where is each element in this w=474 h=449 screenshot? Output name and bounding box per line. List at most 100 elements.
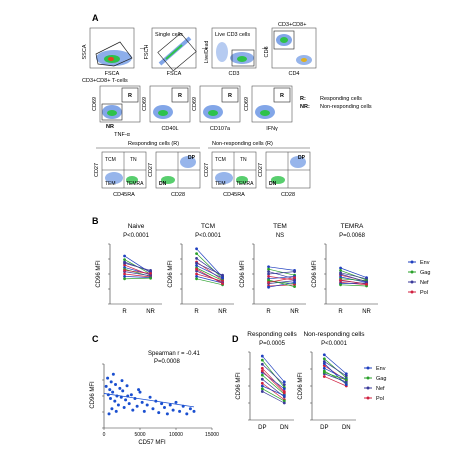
legend-env: Env — [376, 366, 386, 372]
flow-plot-frame — [151, 27, 197, 69]
scatter-point — [129, 393, 133, 397]
gate-r-label: R — [228, 93, 232, 99]
axis-y-label: CD96 MFI — [236, 372, 242, 400]
scatter-plot — [102, 363, 213, 430]
axis-x-label: CD3 — [228, 71, 239, 77]
data-point — [365, 280, 368, 284]
data-point — [322, 360, 326, 363]
data-point — [221, 273, 224, 277]
chart-title: TCM — [201, 223, 215, 230]
scatter-point — [151, 407, 155, 411]
legend-gag: Gag — [420, 270, 430, 276]
chart-title: Naive — [128, 223, 145, 230]
series-line — [124, 277, 151, 280]
flow-plot-r3-1: TCM TN TEM TEMRA CD27 CD45RA — [94, 151, 147, 198]
axis-x-label: CD45RA — [223, 192, 245, 198]
series-line — [324, 373, 347, 383]
density-core — [208, 110, 218, 116]
series-line — [196, 262, 223, 276]
data-point — [282, 394, 286, 397]
scatter-point — [122, 406, 126, 410]
data-point — [260, 354, 264, 358]
axis-y-label: CD96 MFI — [168, 260, 174, 288]
density-core — [165, 44, 183, 60]
scatter-point — [140, 400, 144, 404]
data-point — [149, 272, 152, 275]
series-line — [324, 361, 347, 377]
chart-pval: P=0.0005 — [259, 341, 286, 347]
scatter-point — [110, 407, 114, 411]
density-core — [260, 110, 270, 116]
data-point — [123, 272, 126, 276]
data-point — [260, 366, 264, 370]
arrow-1: → — [138, 42, 147, 52]
scatter-point — [160, 402, 164, 406]
quad-temra: TEMRA — [126, 181, 144, 187]
data-point — [339, 283, 342, 287]
axis-y-label: CD8 — [264, 46, 270, 57]
legend-pol-dot — [410, 290, 414, 294]
panel-letter-a: A — [92, 13, 99, 23]
scatter-point — [109, 380, 113, 384]
data-point — [267, 270, 270, 273]
series-line — [262, 382, 285, 400]
axis-y-label: CD69 — [244, 97, 250, 111]
chart-pval: NS — [276, 233, 284, 239]
flow-plot-r2-4: R CD69 IFNγ — [244, 85, 293, 132]
density-core-cd4 — [301, 58, 307, 62]
series-line — [340, 273, 367, 283]
scatter-point — [107, 412, 111, 416]
scatter-point — [148, 395, 152, 399]
spearman-pval: P=0.0008 — [154, 359, 181, 365]
row2-group-label: CD3+CD8+ T-cells — [82, 78, 128, 84]
panel-c-scatter: Spearman r = -0.41 P=0.0008 CD96 MFI CD5… — [90, 351, 219, 446]
scatter-point — [131, 408, 135, 412]
data-point — [293, 270, 296, 273]
data-point — [221, 282, 224, 285]
scatter-point — [135, 404, 139, 408]
series-line — [262, 363, 285, 385]
legend-nef: Nef — [376, 386, 385, 392]
axis-y-label: FSCH — [144, 44, 150, 59]
trend-line — [103, 393, 195, 408]
density-core — [107, 110, 117, 116]
arrow-3: → — [260, 42, 269, 52]
data-point — [344, 372, 348, 376]
scatter-point — [162, 406, 166, 410]
data-point — [322, 362, 326, 365]
scatter-point — [114, 409, 118, 413]
series-line — [268, 268, 295, 276]
paired-chart: Naive P<0.0001 CD96 MFI R NR — [96, 223, 162, 315]
series-line — [324, 363, 347, 385]
quad-temra: TEMRA — [236, 181, 254, 187]
scatter-point — [104, 384, 108, 388]
row2-legend: R: Responding cells NR: Non-responding c… — [300, 96, 372, 110]
scatter-point — [137, 388, 141, 392]
scatter-point — [125, 384, 129, 388]
chart-pval: P<0.0001 — [195, 233, 222, 239]
data-point — [260, 362, 264, 366]
gate-r-label: R — [178, 93, 182, 99]
x-tick-label: R — [338, 309, 343, 315]
panel-b-charts: Naive P<0.0001 CD96 MFI R NR TCM P<0.0001 CD96 … — [96, 223, 378, 315]
gate-outline — [95, 41, 133, 67]
series-line — [340, 272, 367, 280]
legend-nr-text: Non-responding cells — [320, 104, 372, 110]
flow-plot-r1-1: SSCA FSCA — [82, 27, 135, 77]
data-point — [322, 375, 326, 378]
quad-dn: DN — [269, 181, 277, 187]
scatter-point — [174, 400, 178, 404]
paired-chart: Responding cells P=0.0005 CD96 MFI DP DN — [236, 331, 297, 431]
quad-tn: TN — [130, 157, 137, 163]
density-hot — [108, 57, 114, 61]
axis-y-label: Live/Dead — [204, 41, 210, 64]
series-line — [340, 279, 367, 285]
series-line — [196, 273, 223, 282]
scatter-point — [185, 412, 189, 416]
series-line — [340, 282, 367, 284]
scatter-point — [113, 399, 117, 403]
series-line — [262, 391, 285, 404]
series-line — [262, 385, 285, 396]
density-blob — [290, 156, 306, 168]
legend-gag-dot — [366, 376, 370, 380]
